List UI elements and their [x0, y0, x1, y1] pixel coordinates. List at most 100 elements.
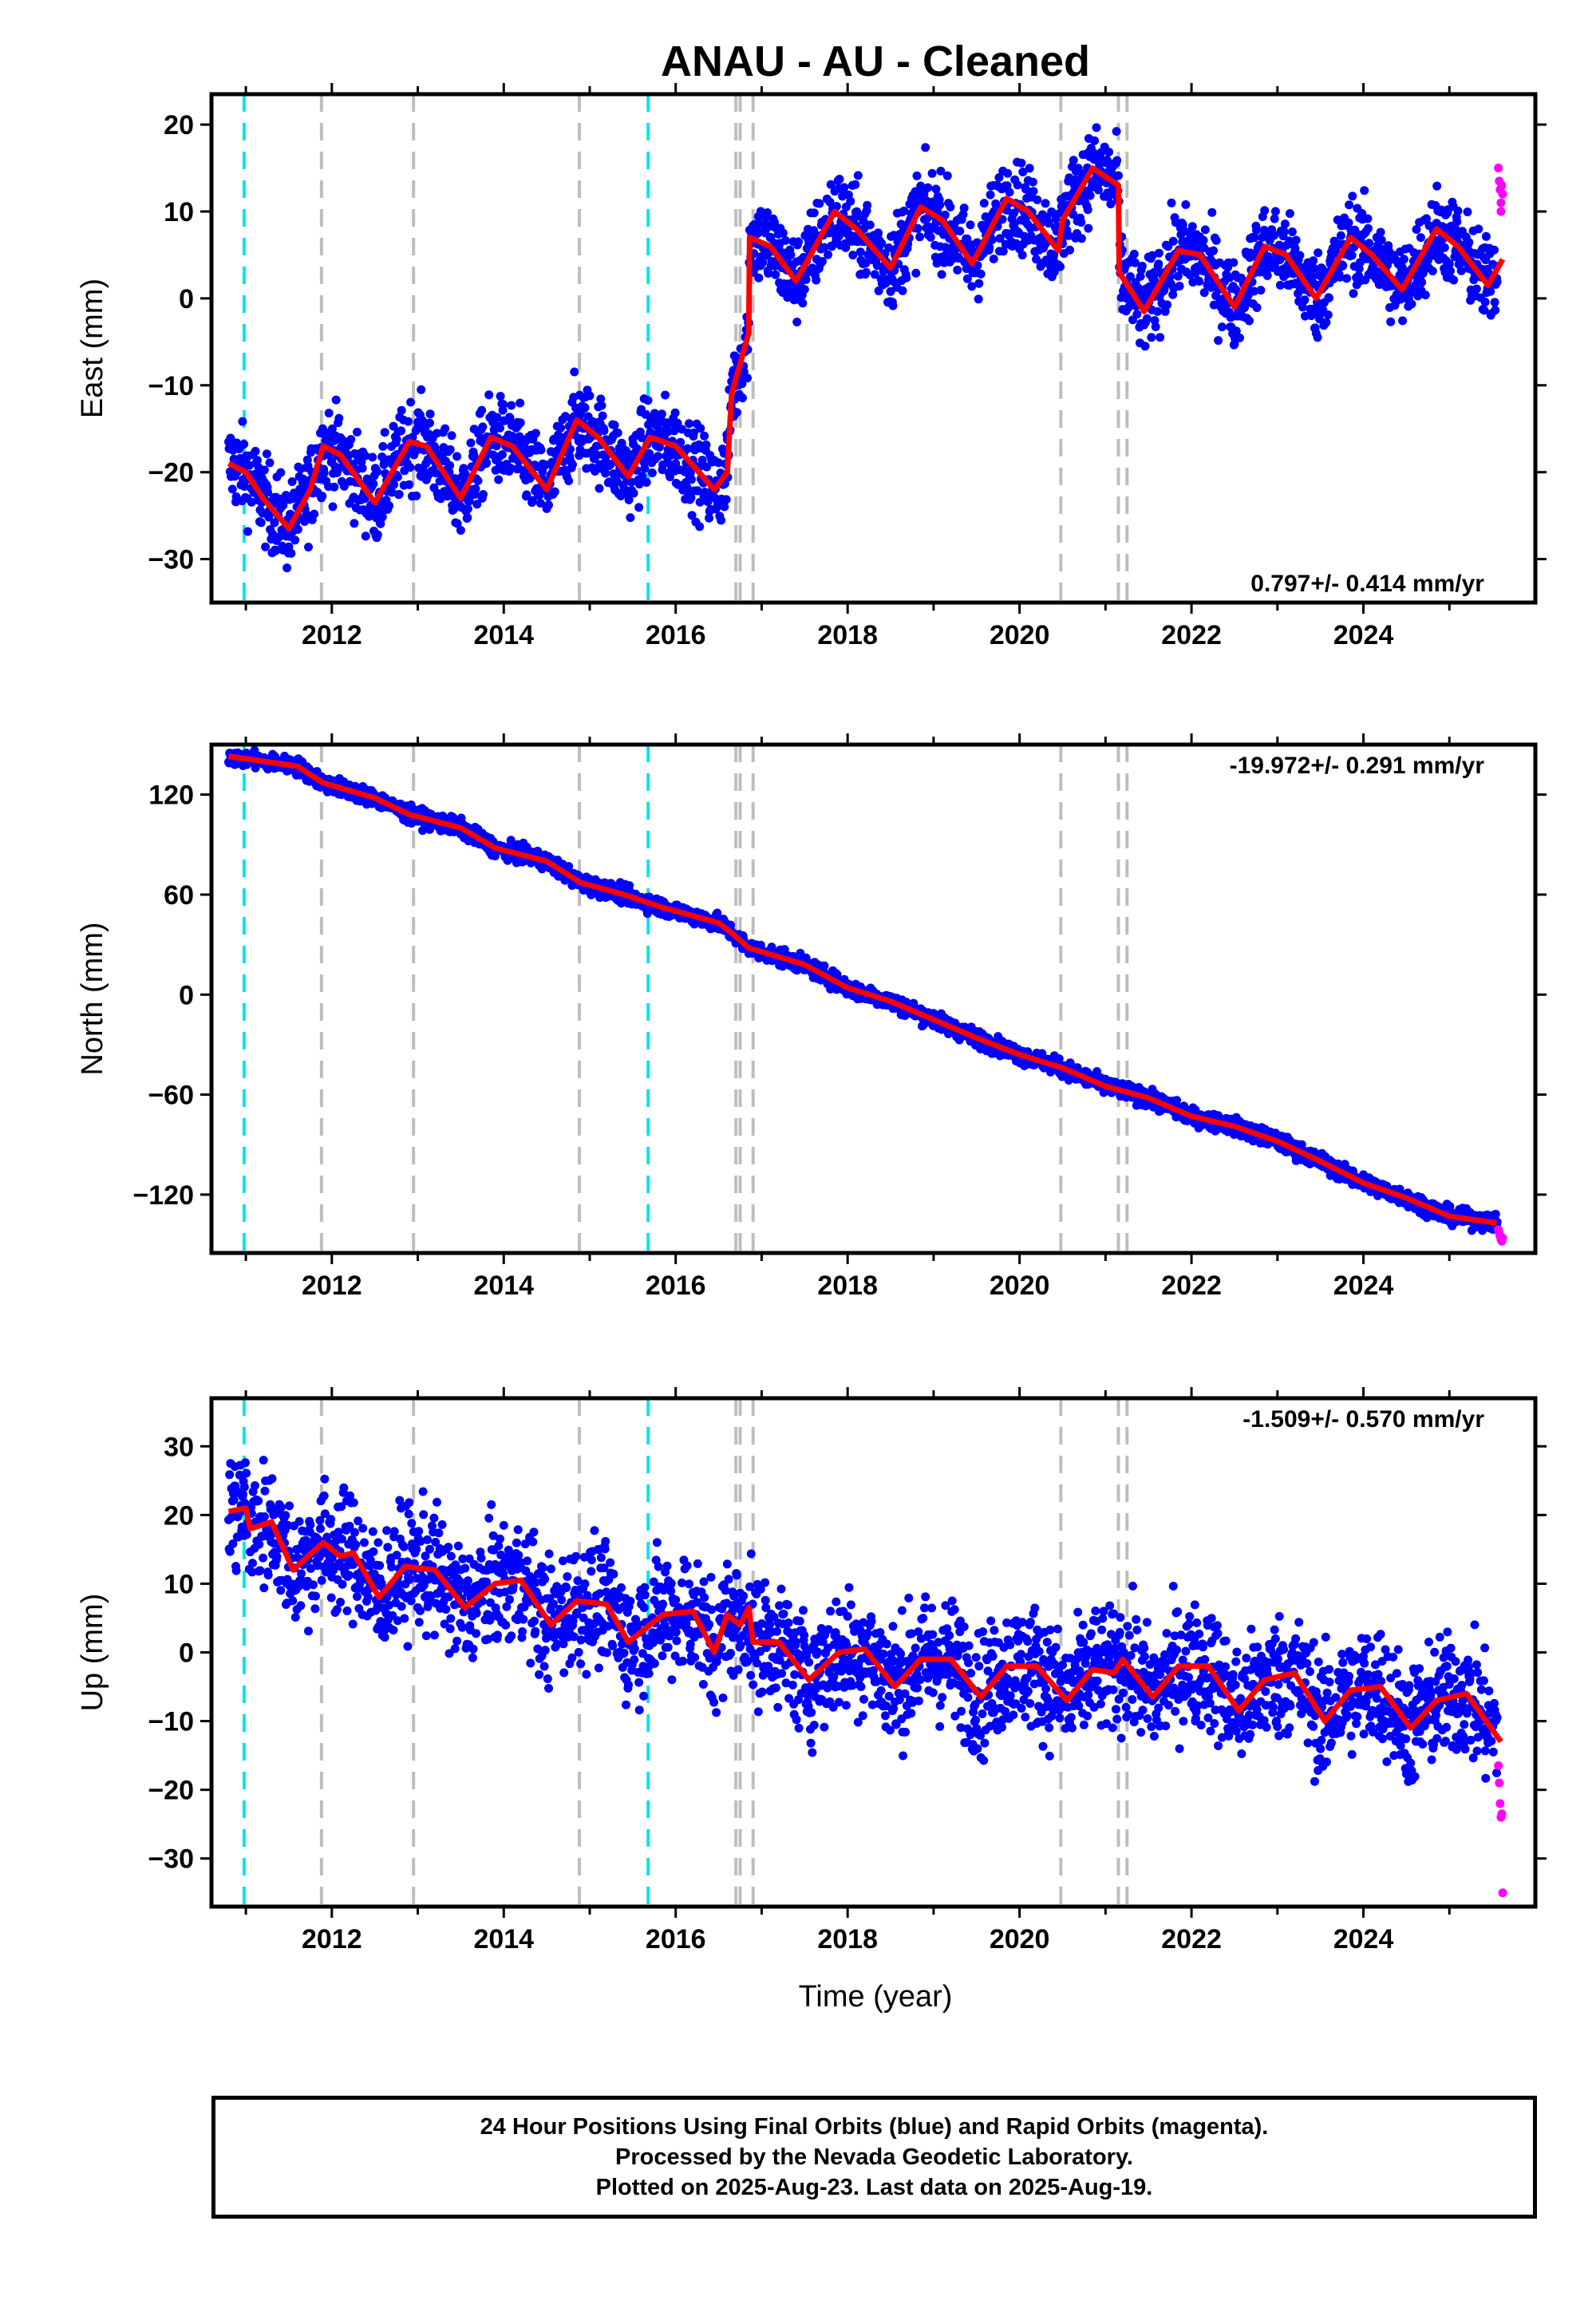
- east-data-point: [979, 199, 989, 208]
- east-data-point: [683, 444, 693, 453]
- east-data-point: [1025, 164, 1034, 173]
- east-data-point: [339, 481, 349, 491]
- east-data-point: [425, 409, 435, 419]
- east-data-point: [353, 427, 361, 437]
- east-data-point: [884, 243, 894, 252]
- east-data-point: [693, 486, 702, 496]
- east-data-point: [923, 183, 933, 192]
- east-data-points: [224, 123, 1502, 573]
- east-data-point: [1474, 224, 1483, 234]
- east-data-point: [463, 513, 472, 523]
- east-data-point: [686, 493, 696, 503]
- east-data-point: [832, 202, 841, 211]
- east-data-point: [962, 274, 972, 283]
- east-data-point: [770, 218, 780, 227]
- east-data-point: [642, 478, 651, 487]
- east-data-point: [1338, 261, 1348, 271]
- east-data-point: [936, 166, 946, 176]
- east-data-point: [1013, 180, 1022, 190]
- east-data-point: [1044, 219, 1053, 228]
- east-data-point: [862, 267, 871, 277]
- east-data-point: [599, 426, 609, 436]
- east-data-point: [1187, 222, 1197, 231]
- east-x-tick-label: 2014: [473, 620, 534, 650]
- east-data-point: [1049, 251, 1059, 260]
- east-data-point: [1056, 262, 1065, 271]
- east-data-point: [385, 501, 394, 511]
- east-y-tick-label: 10: [164, 197, 194, 227]
- east-data-point: [1342, 274, 1352, 283]
- east-data-point: [940, 210, 950, 219]
- east-data-point: [646, 428, 655, 437]
- east-data-point: [640, 464, 650, 473]
- east-data-point: [1452, 217, 1462, 227]
- east-data-point: [472, 500, 482, 509]
- east-data-point: [1106, 200, 1116, 209]
- east-data-point: [498, 450, 507, 460]
- east-data-point: [596, 394, 606, 404]
- east-data-point: [327, 424, 337, 433]
- east-data-point: [872, 261, 882, 271]
- east-data-point: [738, 393, 747, 403]
- east-data-point: [456, 526, 465, 535]
- east-data-point: [1049, 267, 1059, 277]
- east-data-point: [700, 431, 709, 441]
- east-y-axis-label: East (mm): [76, 279, 109, 418]
- east-data-point: [1137, 262, 1147, 271]
- east-event-lines: [242, 94, 1129, 603]
- east-x-tick-label: 2022: [1161, 620, 1222, 650]
- east-data-point: [771, 270, 780, 279]
- east-data-point: [447, 431, 456, 441]
- east-data-point: [792, 318, 802, 326]
- east-data-point: [1142, 314, 1152, 323]
- east-rate-label: 0.797+/- 0.414 mm/yr: [1250, 571, 1484, 597]
- east-data-point: [369, 479, 378, 488]
- east-data-point: [253, 456, 262, 465]
- east-data-point: [685, 419, 693, 429]
- east-data-point: [1280, 219, 1290, 229]
- east-data-point: [479, 490, 488, 499]
- east-data-point: [425, 418, 434, 428]
- east-data-point: [1077, 218, 1086, 227]
- east-data-point: [361, 451, 370, 460]
- east-data-point: [330, 482, 339, 492]
- east-data-point: [1018, 168, 1028, 176]
- east-data-point: [985, 243, 994, 252]
- east-data-point: [1491, 306, 1500, 315]
- east-data-point: [1156, 333, 1165, 342]
- east-data-point: [496, 423, 504, 433]
- east-data-point: [756, 207, 765, 216]
- east-data-point: [877, 239, 887, 248]
- east-data-point: [256, 518, 266, 528]
- east-data-point: [1064, 231, 1073, 240]
- east-rapid-points: [1494, 164, 1507, 216]
- east-data-point: [1028, 177, 1037, 187]
- east-data-point: [1270, 207, 1280, 216]
- east-data-point: [544, 500, 553, 510]
- east-data-point: [1323, 310, 1333, 319]
- east-data-point: [1345, 200, 1354, 210]
- east-data-point: [276, 468, 286, 477]
- east-data-point: [874, 287, 883, 295]
- east-data-point: [601, 468, 610, 478]
- east-data-point: [1287, 227, 1297, 236]
- east-data-point: [286, 548, 296, 558]
- east-data-point: [1140, 342, 1150, 351]
- east-data-point: [507, 401, 516, 410]
- east-data-point: [293, 524, 302, 534]
- east-data-point: [1295, 251, 1305, 260]
- east-data-point: [536, 445, 546, 455]
- east-data-point: [496, 392, 505, 401]
- east-data-point: [758, 258, 768, 267]
- east-data-point: [239, 440, 249, 449]
- east-data-point: [888, 301, 898, 310]
- east-data-point: [886, 287, 895, 296]
- east-data-point: [1209, 246, 1219, 255]
- east-data-point: [1129, 249, 1139, 259]
- east-data-point: [689, 428, 698, 437]
- east-data-point: [1090, 136, 1100, 145]
- east-y-tick-label: 20: [164, 110, 194, 140]
- east-data-point: [287, 477, 297, 486]
- east-data-point: [874, 228, 883, 238]
